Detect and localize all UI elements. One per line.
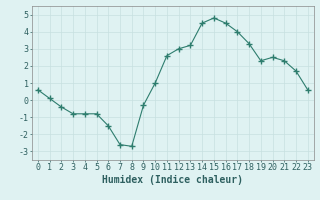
X-axis label: Humidex (Indice chaleur): Humidex (Indice chaleur) [102, 175, 243, 185]
